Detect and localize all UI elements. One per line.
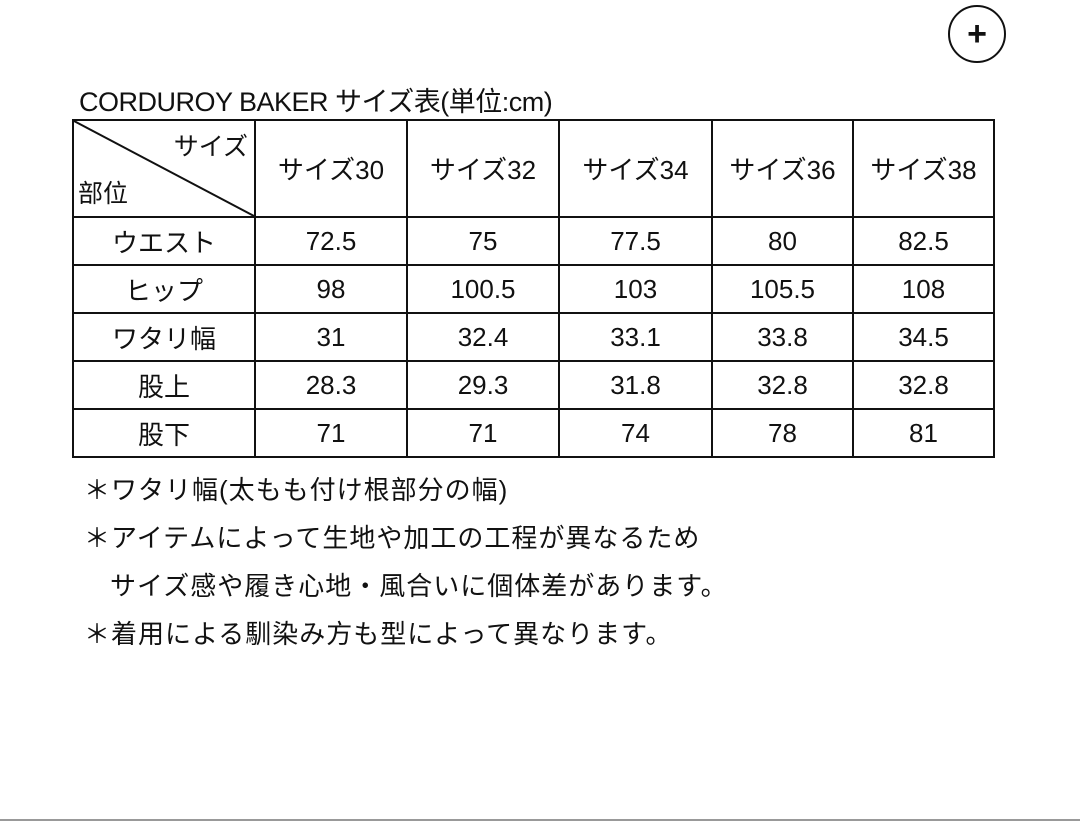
corner-size-label: サイズ (173, 133, 248, 161)
table-cell: 98 (254, 264, 408, 314)
add-button[interactable]: + (948, 5, 1006, 63)
table-cell: 71 (406, 408, 560, 458)
row-label: ウエスト (72, 216, 256, 266)
table-cell: 81 (852, 408, 995, 458)
note: サイズ感や履き心地・風合いに個体差があります。 (110, 571, 728, 601)
table-cell: 31.8 (558, 360, 713, 410)
column-header: サイズ32 (406, 119, 560, 218)
note: ＊ワタリ幅(太もも付け根部分の幅) (84, 475, 509, 505)
table-cell: 105.5 (711, 264, 854, 314)
table-cell: 77.5 (558, 216, 713, 266)
size-table: サイズ 部位 サイズ30 サイズ32 サイズ34 サイズ36 サイズ38 ウエス… (72, 119, 995, 458)
corner-part-label: 部位 (78, 180, 129, 208)
column-header: サイズ34 (558, 119, 713, 218)
table-cell: 82.5 (852, 216, 995, 266)
table-row: ウエスト 72.5 75 77.5 80 82.5 (72, 216, 995, 266)
table-cell: 74 (558, 408, 713, 458)
table-cell: 108 (852, 264, 995, 314)
row-label: ワタリ幅 (72, 312, 256, 362)
plus-icon: + (967, 15, 987, 53)
table-row: 股上 28.3 29.3 31.8 32.8 32.8 (72, 360, 995, 410)
row-label: 股上 (72, 360, 256, 410)
column-header: サイズ36 (711, 119, 854, 218)
table-cell: 103 (558, 264, 713, 314)
table-cell: 71 (254, 408, 408, 458)
table-row: 股下 71 71 74 78 81 (72, 408, 995, 458)
table-cell: 33.8 (711, 312, 854, 362)
table-cell: 33.1 (558, 312, 713, 362)
notes: ＊ワタリ幅(太もも付け根部分の幅) ＊アイテムによって生地や加工の工程が異なるた… (84, 466, 728, 658)
note: ＊アイテムによって生地や加工の工程が異なるため (84, 523, 701, 553)
table-cell: 75 (406, 216, 560, 266)
table-cell: 80 (711, 216, 854, 266)
table-cell: 31 (254, 312, 408, 362)
table-cell: 78 (711, 408, 854, 458)
divider (0, 819, 1080, 821)
table-row: ワタリ幅 31 32.4 33.1 33.8 34.5 (72, 312, 995, 362)
table-cell: 29.3 (406, 360, 560, 410)
column-header: サイズ38 (852, 119, 995, 218)
diagonal-line (74, 121, 254, 216)
table-cell: 72.5 (254, 216, 408, 266)
column-header: サイズ30 (254, 119, 408, 218)
corner-cell: サイズ 部位 (72, 119, 256, 218)
table-cell: 28.3 (254, 360, 408, 410)
table-cell: 32.8 (852, 360, 995, 410)
table-cell: 32.4 (406, 312, 560, 362)
page-title: CORDUROY BAKER サイズ表(単位:cm) (79, 87, 553, 117)
table-row: ヒップ 98 100.5 103 105.5 108 (72, 264, 995, 314)
table-cell: 34.5 (852, 312, 995, 362)
note: ＊着用による馴染み方も型によって異なります。 (84, 619, 673, 649)
table-header-row: サイズ 部位 サイズ30 サイズ32 サイズ34 サイズ36 サイズ38 (72, 119, 995, 218)
row-label: ヒップ (72, 264, 256, 314)
table-cell: 100.5 (406, 264, 560, 314)
row-label: 股下 (72, 408, 256, 458)
table-cell: 32.8 (711, 360, 854, 410)
